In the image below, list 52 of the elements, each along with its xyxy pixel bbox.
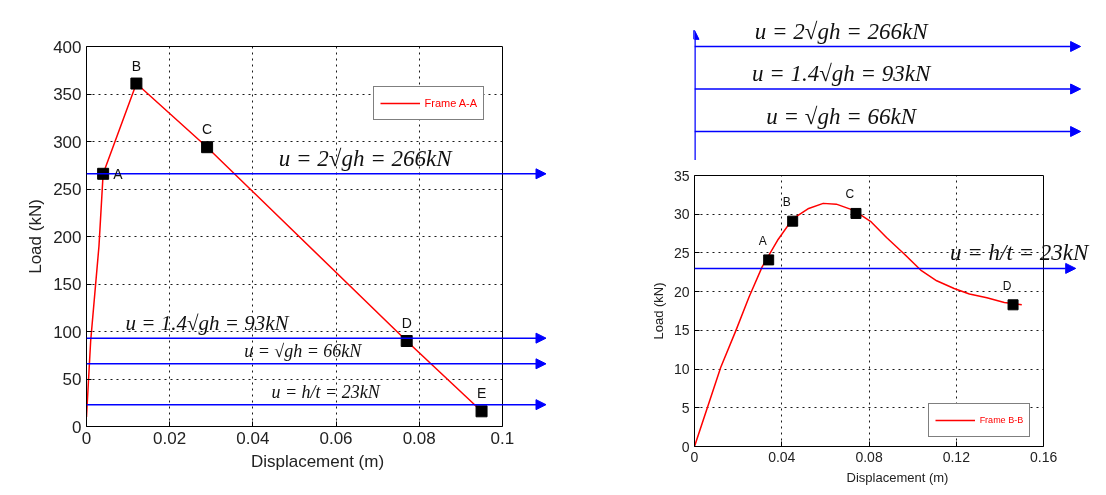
ref-line-label: u = 1.4√gh = 93kN (125, 311, 290, 336)
annotation: E (476, 385, 487, 402)
x-tick-label: 0.04 (768, 448, 796, 465)
x-axis-title: Displacement (m) (846, 469, 949, 485)
x-tick-label: 0.06 (319, 428, 353, 448)
point (763, 254, 775, 266)
legend-label: Frame B-B (979, 415, 1024, 425)
ref-line-label: u = 2√gh = 266kN (278, 145, 454, 171)
x-tick-label: 0.16 (1029, 448, 1058, 465)
y-axis-title: Load (kN) (650, 282, 666, 340)
x-tick-label: 0.12 (942, 448, 971, 465)
annotation: C (845, 187, 855, 202)
point (130, 77, 143, 90)
y-tick-label: 20 (673, 283, 690, 300)
x-tick-label: 0.04 (236, 428, 270, 448)
y-tick-label: 25 (673, 244, 690, 261)
y-tick-label: 5 (681, 399, 690, 416)
y-tick-label: 250 (53, 180, 82, 199)
y-tick-label: 100 (53, 322, 82, 342)
annotation: A (758, 233, 767, 248)
text: u = 2√gh = 266kN (754, 18, 930, 44)
point (787, 215, 799, 227)
x-axis-title: Displacement (m) (250, 451, 385, 471)
annotation: D (1002, 278, 1012, 293)
y-tick-label: 35 (673, 167, 690, 184)
point (201, 141, 214, 154)
point (1007, 299, 1019, 311)
annotation: B (782, 195, 791, 210)
y-tick-label: 200 (53, 227, 82, 247)
y-tick-label: 400 (53, 37, 82, 57)
annotation: C (202, 121, 213, 138)
text: u = √gh = 66kN (766, 103, 918, 129)
x-tick-label: 0.1 (490, 428, 515, 448)
x-tick-label: 0.02 (153, 428, 187, 448)
y-axis-title: Load (kN) (26, 199, 46, 274)
y-tick-label: 15 (673, 322, 690, 339)
x-tick-label: 0.08 (402, 428, 436, 448)
y-tick-label: 150 (53, 275, 82, 294)
y-tick-label: 350 (53, 85, 82, 104)
point (475, 405, 488, 418)
legend-label: Frame A-A (424, 97, 478, 110)
ref-line-label: u = √gh = 66kN (244, 340, 363, 361)
ref-line-label: u = h/t = 23kN (271, 381, 381, 402)
annotation: B (131, 57, 142, 74)
y-tick-label: 30 (673, 206, 690, 223)
point (850, 207, 862, 219)
y-tick-label: 10 (673, 361, 690, 378)
text: u = 1.4√gh = 93kN (751, 61, 933, 86)
annotation: D (401, 315, 412, 331)
y-tick-label: 50 (62, 370, 82, 389)
y-tick-label: 300 (53, 132, 82, 152)
x-tick-label: 0.08 (855, 448, 883, 465)
